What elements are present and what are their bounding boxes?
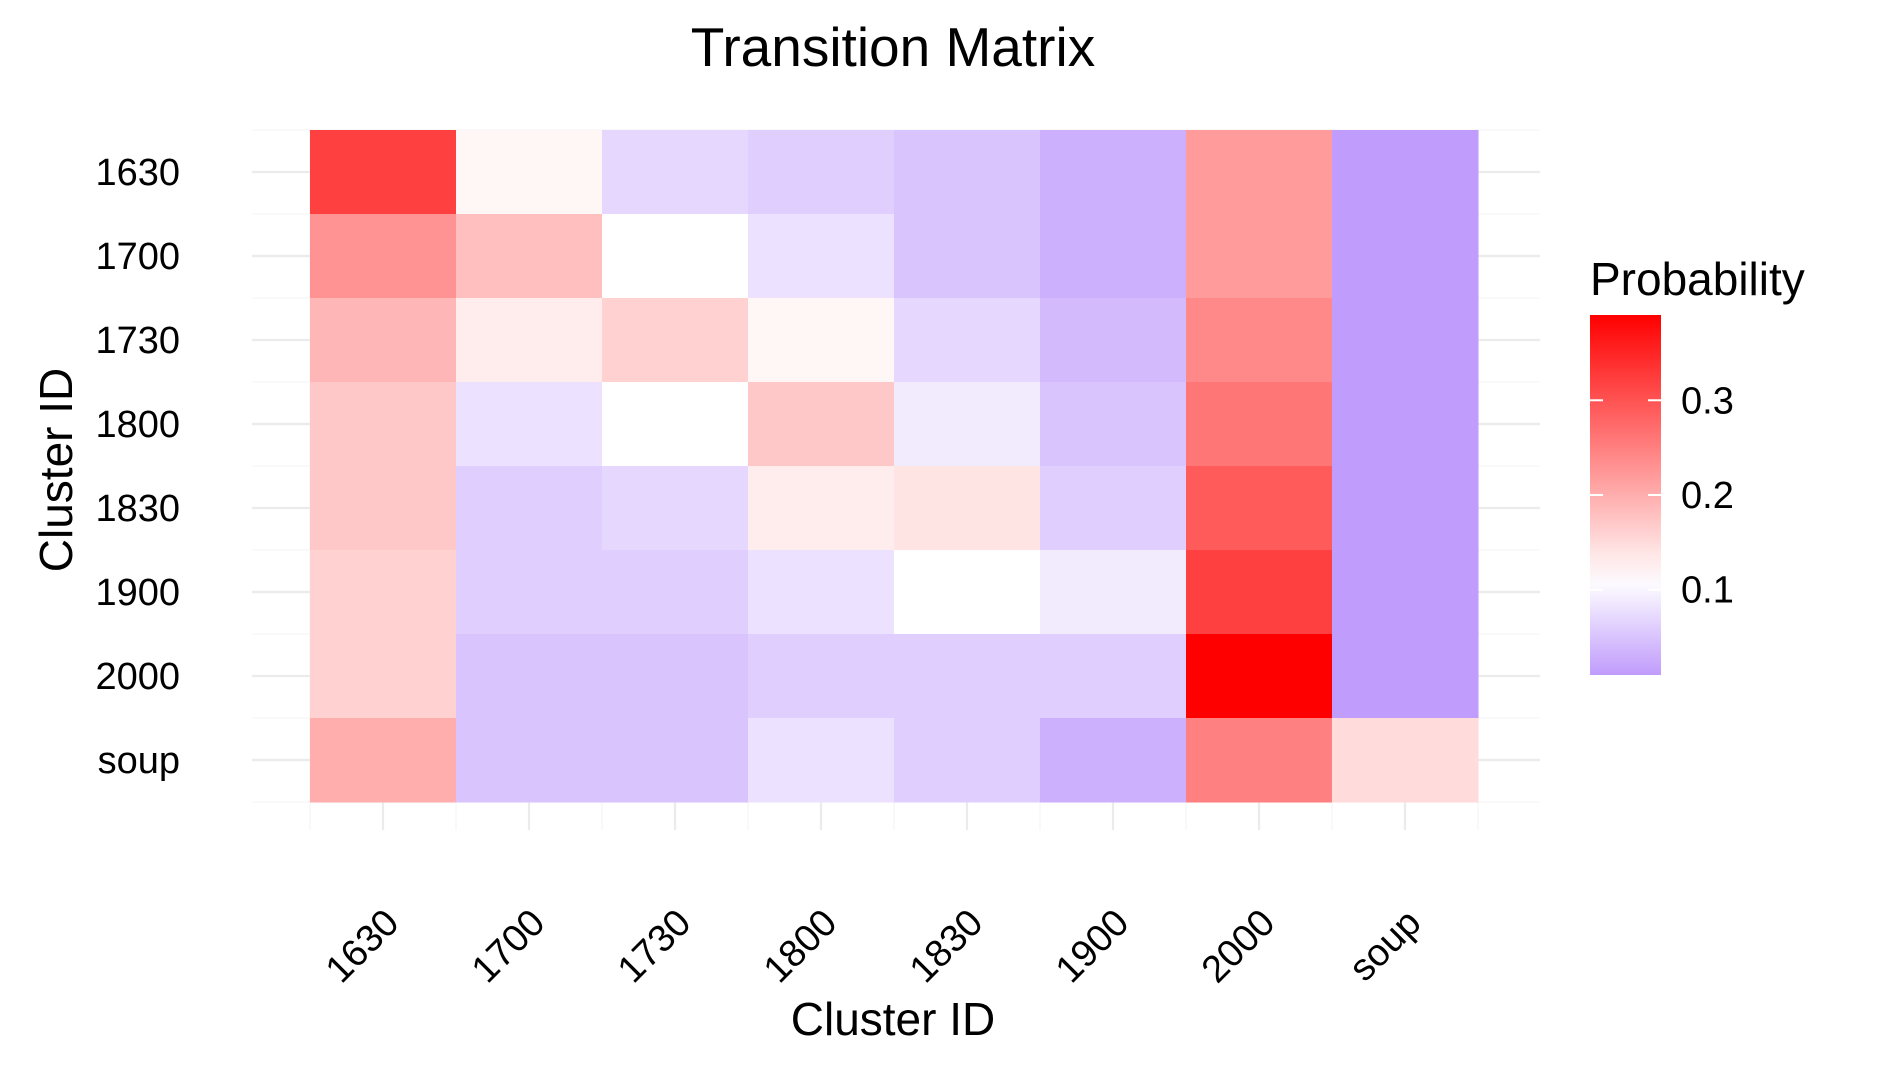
y-tick-label: 1900 xyxy=(95,572,180,614)
x-tick-label: 1800 xyxy=(756,902,845,991)
x-tick-label: 1730 xyxy=(610,902,699,991)
y-tick-label: 1700 xyxy=(95,236,180,278)
heatmap-cell-1630-1700 xyxy=(456,130,603,215)
heatmap-cell-1900-1830 xyxy=(894,550,1041,635)
heatmap-cell-1800-soup xyxy=(1332,382,1479,467)
heatmap-cell-2000-1700 xyxy=(456,634,603,719)
heatmap-cell-1830-1630 xyxy=(310,466,457,551)
heatmap-cell-1730-1730 xyxy=(602,298,749,383)
heatmap-cell-1730-1700 xyxy=(456,298,603,383)
heatmap-cell-1830-soup xyxy=(1332,466,1479,551)
heatmap-cell-1700-1700 xyxy=(456,214,603,299)
legend-tick-label: 0.2 xyxy=(1681,475,1734,517)
heatmap-cell-1830-1830 xyxy=(894,466,1041,551)
heatmap-cell-1900-1730 xyxy=(602,550,749,635)
heatmap-cell-1800-1900 xyxy=(1040,382,1187,467)
heatmap-cell-1730-1630 xyxy=(310,298,457,383)
heatmap-cell-2000-1830 xyxy=(894,634,1041,719)
y-axis-title: Cluster ID xyxy=(30,368,82,572)
heatmap-cell-1800-1800 xyxy=(748,382,895,467)
heatmap-cell-1630-1630 xyxy=(310,130,457,215)
heatmap-cell-1630-1830 xyxy=(894,130,1041,215)
heatmap-cell-1630-1800 xyxy=(748,130,895,215)
y-tick-label: 1730 xyxy=(95,320,180,362)
y-tick-label: 1630 xyxy=(95,152,180,194)
x-tick-label: 1700 xyxy=(464,902,553,991)
y-tick-label: soup xyxy=(98,740,180,782)
heatmap-cell-soup-1900 xyxy=(1040,718,1187,803)
heatmap-cell-1830-1900 xyxy=(1040,466,1187,551)
heatmap-cell-1730-soup xyxy=(1332,298,1479,383)
heatmap-cell-soup-2000 xyxy=(1186,718,1333,803)
legend-title: Probability xyxy=(1590,253,1805,305)
heatmap-cell-1800-1730 xyxy=(602,382,749,467)
heatmap-cell-1630-2000 xyxy=(1186,130,1333,215)
heatmap-cell-soup-soup xyxy=(1332,718,1479,803)
legend-tick-label: 0.3 xyxy=(1681,380,1734,422)
heatmap-cell-1900-1630 xyxy=(310,550,457,635)
heatmap-cell-1900-1700 xyxy=(456,550,603,635)
x-tick-label: 1630 xyxy=(318,902,407,991)
heatmap-cell-1700-soup xyxy=(1332,214,1479,299)
y-tick-label: 2000 xyxy=(95,656,180,698)
x-axis-tick-labels: 1630 1700 1730 1800 1830 1900 2000 soup xyxy=(318,902,1429,991)
heatmap-cell-1730-1900 xyxy=(1040,298,1187,383)
legend-ticks: 0.1 0.2 0.3 xyxy=(1590,380,1734,612)
heatmap-cell-1900-2000 xyxy=(1186,550,1333,635)
heatmap-cell-soup-1630 xyxy=(310,718,457,803)
heatmap-cell-1730-1830 xyxy=(894,298,1041,383)
heatmap-cell-1630-1900 xyxy=(1040,130,1187,215)
heatmap-cell-1830-2000 xyxy=(1186,466,1333,551)
heatmap-cell-soup-1700 xyxy=(456,718,603,803)
legend: Probability 0.1 0.2 0.3 xyxy=(1590,253,1805,675)
heatmap-cell-1830-1730 xyxy=(602,466,749,551)
y-tick-label: 1800 xyxy=(95,404,180,446)
heatmap-cell-soup-1730 xyxy=(602,718,749,803)
heatmap-cell-1730-2000 xyxy=(1186,298,1333,383)
heatmap-cell-1700-2000 xyxy=(1186,214,1333,299)
heatmap-cell-2000-2000 xyxy=(1186,634,1333,719)
heatmap-cell-1630-soup xyxy=(1332,130,1479,215)
heatmap-cell-1700-1630 xyxy=(310,214,457,299)
heatmap-cell-1730-1800 xyxy=(748,298,895,383)
heatmap-cell-2000-1630 xyxy=(310,634,457,719)
heatmap-cells xyxy=(310,130,1479,803)
heatmap-cell-1900-1900 xyxy=(1040,550,1187,635)
heatmap-cell-1700-1800 xyxy=(748,214,895,299)
heatmap-cell-1800-1830 xyxy=(894,382,1041,467)
heatmap-cell-1830-1700 xyxy=(456,466,603,551)
heatmap-cell-1700-1830 xyxy=(894,214,1041,299)
heatmap-cell-2000-1730 xyxy=(602,634,749,719)
heatmap-cell-1800-1630 xyxy=(310,382,457,467)
heatmap-cell-2000-1900 xyxy=(1040,634,1187,719)
x-tick-label: 2000 xyxy=(1194,902,1283,991)
chart-title: Transition Matrix xyxy=(691,16,1095,78)
heatmap-cell-1830-1800 xyxy=(748,466,895,551)
heatmap-cell-1700-1730 xyxy=(602,214,749,299)
heatmap-cell-2000-soup xyxy=(1332,634,1479,719)
heatmap-cell-1700-1900 xyxy=(1040,214,1187,299)
heatmap-cell-1900-1800 xyxy=(748,550,895,635)
x-tick-label: 1900 xyxy=(1048,902,1137,991)
heatmap-cell-1630-1730 xyxy=(602,130,749,215)
heatmap-cell-2000-1800 xyxy=(748,634,895,719)
heatmap-cell-1800-2000 xyxy=(1186,382,1333,467)
y-axis-tick-labels: 1630 1700 1730 1800 1830 1900 2000 soup xyxy=(95,152,180,782)
heatmap-cell-1900-soup xyxy=(1332,550,1479,635)
legend-tick-label: 0.1 xyxy=(1681,570,1734,612)
y-tick-label: 1830 xyxy=(95,488,180,530)
x-tick-label: 1830 xyxy=(902,902,991,991)
heatmap-cell-soup-1800 xyxy=(748,718,895,803)
heatmap-cell-1800-1700 xyxy=(456,382,603,467)
x-axis-title: Cluster ID xyxy=(791,993,995,1045)
x-tick-label: soup xyxy=(1341,902,1429,990)
heatmap-cell-soup-1830 xyxy=(894,718,1041,803)
